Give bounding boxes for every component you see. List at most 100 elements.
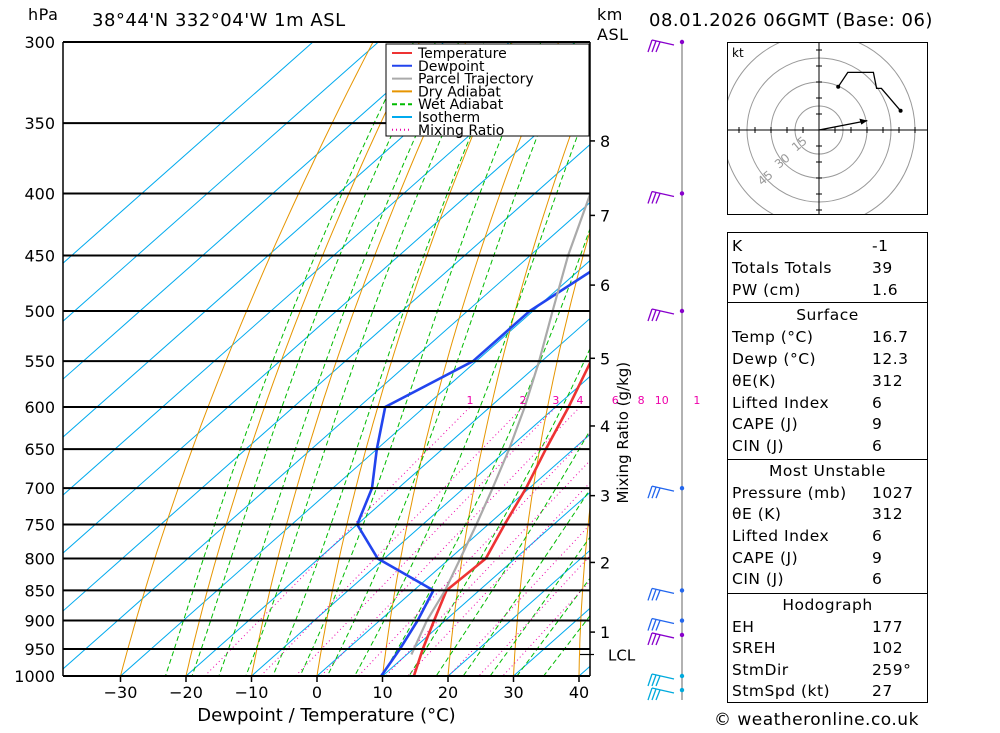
- km-tick-label: 6: [600, 276, 610, 295]
- index-label: Dewp (°C): [732, 350, 817, 368]
- index-value: 12.3: [872, 350, 909, 368]
- wind-barb-dot: [679, 687, 685, 693]
- dewpoint-line: [355, 270, 590, 676]
- mixing-ratio-axis-title: Mixing Ratio (g/kg): [614, 362, 632, 504]
- wind-barb: [647, 673, 675, 687]
- wind-barb-flag: [651, 674, 657, 687]
- isotherm-line: [63, 143, 590, 612]
- wind-barb-dot: [679, 191, 685, 196]
- wind-barb-flag: [655, 689, 661, 701]
- isotherm-line: [63, 85, 590, 554]
- index-value: 16.7: [872, 328, 909, 346]
- x-axis-title: Dewpoint / Temperature (°C): [197, 705, 455, 726]
- index-label: EH: [732, 618, 755, 636]
- surface-temp: Temp (°C) 16.7: [732, 328, 923, 349]
- wind-barb-dot: [679, 632, 685, 638]
- index-label: θE (K): [732, 505, 782, 523]
- index-value: 102: [872, 639, 904, 657]
- pressure-tick-label: 450: [24, 247, 55, 266]
- wind-barb-flag: [651, 192, 657, 204]
- isotherm-line: [250, 375, 590, 676]
- hodograph-header: Hodograph: [782, 596, 873, 614]
- wind-barb-dot: [679, 308, 685, 314]
- wind-barb-flag: [647, 308, 653, 322]
- hodograph-ring-label: 15: [789, 134, 810, 155]
- hodo-stmdir: StmDir 259°: [732, 661, 923, 682]
- wind-barb-flag: [647, 588, 653, 601]
- wind-barb-dot: [679, 673, 685, 679]
- pressure-tick-label: 700: [24, 479, 55, 498]
- wind-barb-flag: [647, 485, 653, 499]
- index-value: 27: [872, 682, 893, 700]
- mixing-ratio-label: 2: [520, 394, 527, 407]
- index-totals-totals: Totals Totals 39: [732, 259, 923, 280]
- most-unstable-header: Most Unstable: [769, 462, 886, 480]
- index-label: CIN (J): [732, 437, 785, 455]
- pressure-unit-label: hPa: [28, 5, 59, 24]
- index-value: 259°: [872, 661, 912, 679]
- wind-barb: [647, 39, 675, 53]
- section-divider: [728, 459, 927, 460]
- index-label: Lifted Index: [732, 527, 830, 545]
- index-label: StmDir: [732, 661, 789, 679]
- pressure-tick-label: 350: [24, 114, 55, 133]
- pressure-tick-label: 1000: [14, 667, 55, 686]
- wind-barb: [647, 587, 675, 601]
- lcl-label: LCL: [608, 647, 636, 665]
- index-value: 6: [872, 437, 883, 455]
- hodograph-trace: [837, 71, 902, 112]
- wind-barb-dot: [679, 39, 685, 45]
- section-divider: [728, 302, 927, 303]
- wind-barb-shaft: [651, 673, 675, 680]
- wind-barb-shaft: [651, 632, 675, 639]
- mixing-ratio-line: [260, 406, 524, 676]
- wet-adiabat-line: [381, 227, 590, 676]
- km-tick-label: 4: [600, 417, 610, 436]
- km-tick-label: 7: [600, 206, 610, 225]
- isotherm-line: [63, 201, 590, 670]
- hodograph-panel: kt 15 30 45: [727, 42, 928, 215]
- mixing-ratio-label: 3: [552, 394, 559, 407]
- temperature-tick-label: 20: [438, 683, 458, 702]
- mixing-ratio-line: [294, 406, 557, 676]
- hodo-stmspd: StmSpd (kt) 27: [732, 682, 923, 703]
- legend-label: Dewpoint: [418, 59, 485, 75]
- index-label: θE(K): [732, 372, 777, 390]
- temperature-tick-label: 30: [503, 683, 523, 702]
- wind-barb-flag: [647, 632, 653, 646]
- index-label: CAPE (J): [732, 549, 799, 567]
- pressure-tick-label: 900: [24, 612, 55, 631]
- wind-barb-shaft: [651, 687, 675, 694]
- temperature-tick-label: 40: [569, 683, 589, 702]
- pressure-tick-label: 800: [24, 549, 55, 568]
- skewt-chart: 1234681015202530035040045050055060065070…: [14, 33, 700, 726]
- temperature-tick-label: 0: [312, 683, 322, 702]
- mu-pressure: Pressure (mb) 1027: [732, 484, 923, 505]
- index-pw: PW (cm) 1.6: [732, 281, 923, 302]
- wet-adiabat-line: [542, 614, 590, 676]
- wind-barb: [647, 632, 675, 646]
- index-value: 6: [872, 394, 883, 412]
- wind-barb-flag: [651, 633, 657, 646]
- wind-barb-flag: [655, 310, 661, 322]
- temperature-line: [412, 360, 590, 676]
- index-label: Totals Totals: [732, 259, 832, 277]
- pressure-tick-label: 600: [24, 398, 55, 417]
- datetime-title: 08.01.2026 06GMT (Base: 06): [649, 10, 933, 31]
- wind-barb-flag: [647, 618, 653, 631]
- wind-barb-flag: [647, 39, 653, 53]
- isotherm-line: [316, 433, 590, 676]
- wind-barb-flag: [651, 486, 657, 499]
- index-label: SREH: [732, 639, 777, 657]
- mixing-ratio-line: [502, 580, 590, 676]
- pressure-tick-label: 950: [24, 640, 55, 659]
- mu-cin: CIN (J) 6: [732, 570, 923, 591]
- hodograph-point: [836, 84, 841, 89]
- wind-barb: [647, 190, 675, 204]
- hodo-eh: EH 177: [732, 618, 923, 639]
- legend-label: Dry Adiabat: [418, 84, 501, 100]
- mixing-ratio-label: 8: [638, 394, 645, 407]
- location-title: 38°44'N 332°04'W 1m ASL: [92, 10, 346, 31]
- wind-barb-flag: [651, 619, 657, 631]
- index-label: CAPE (J): [732, 415, 799, 433]
